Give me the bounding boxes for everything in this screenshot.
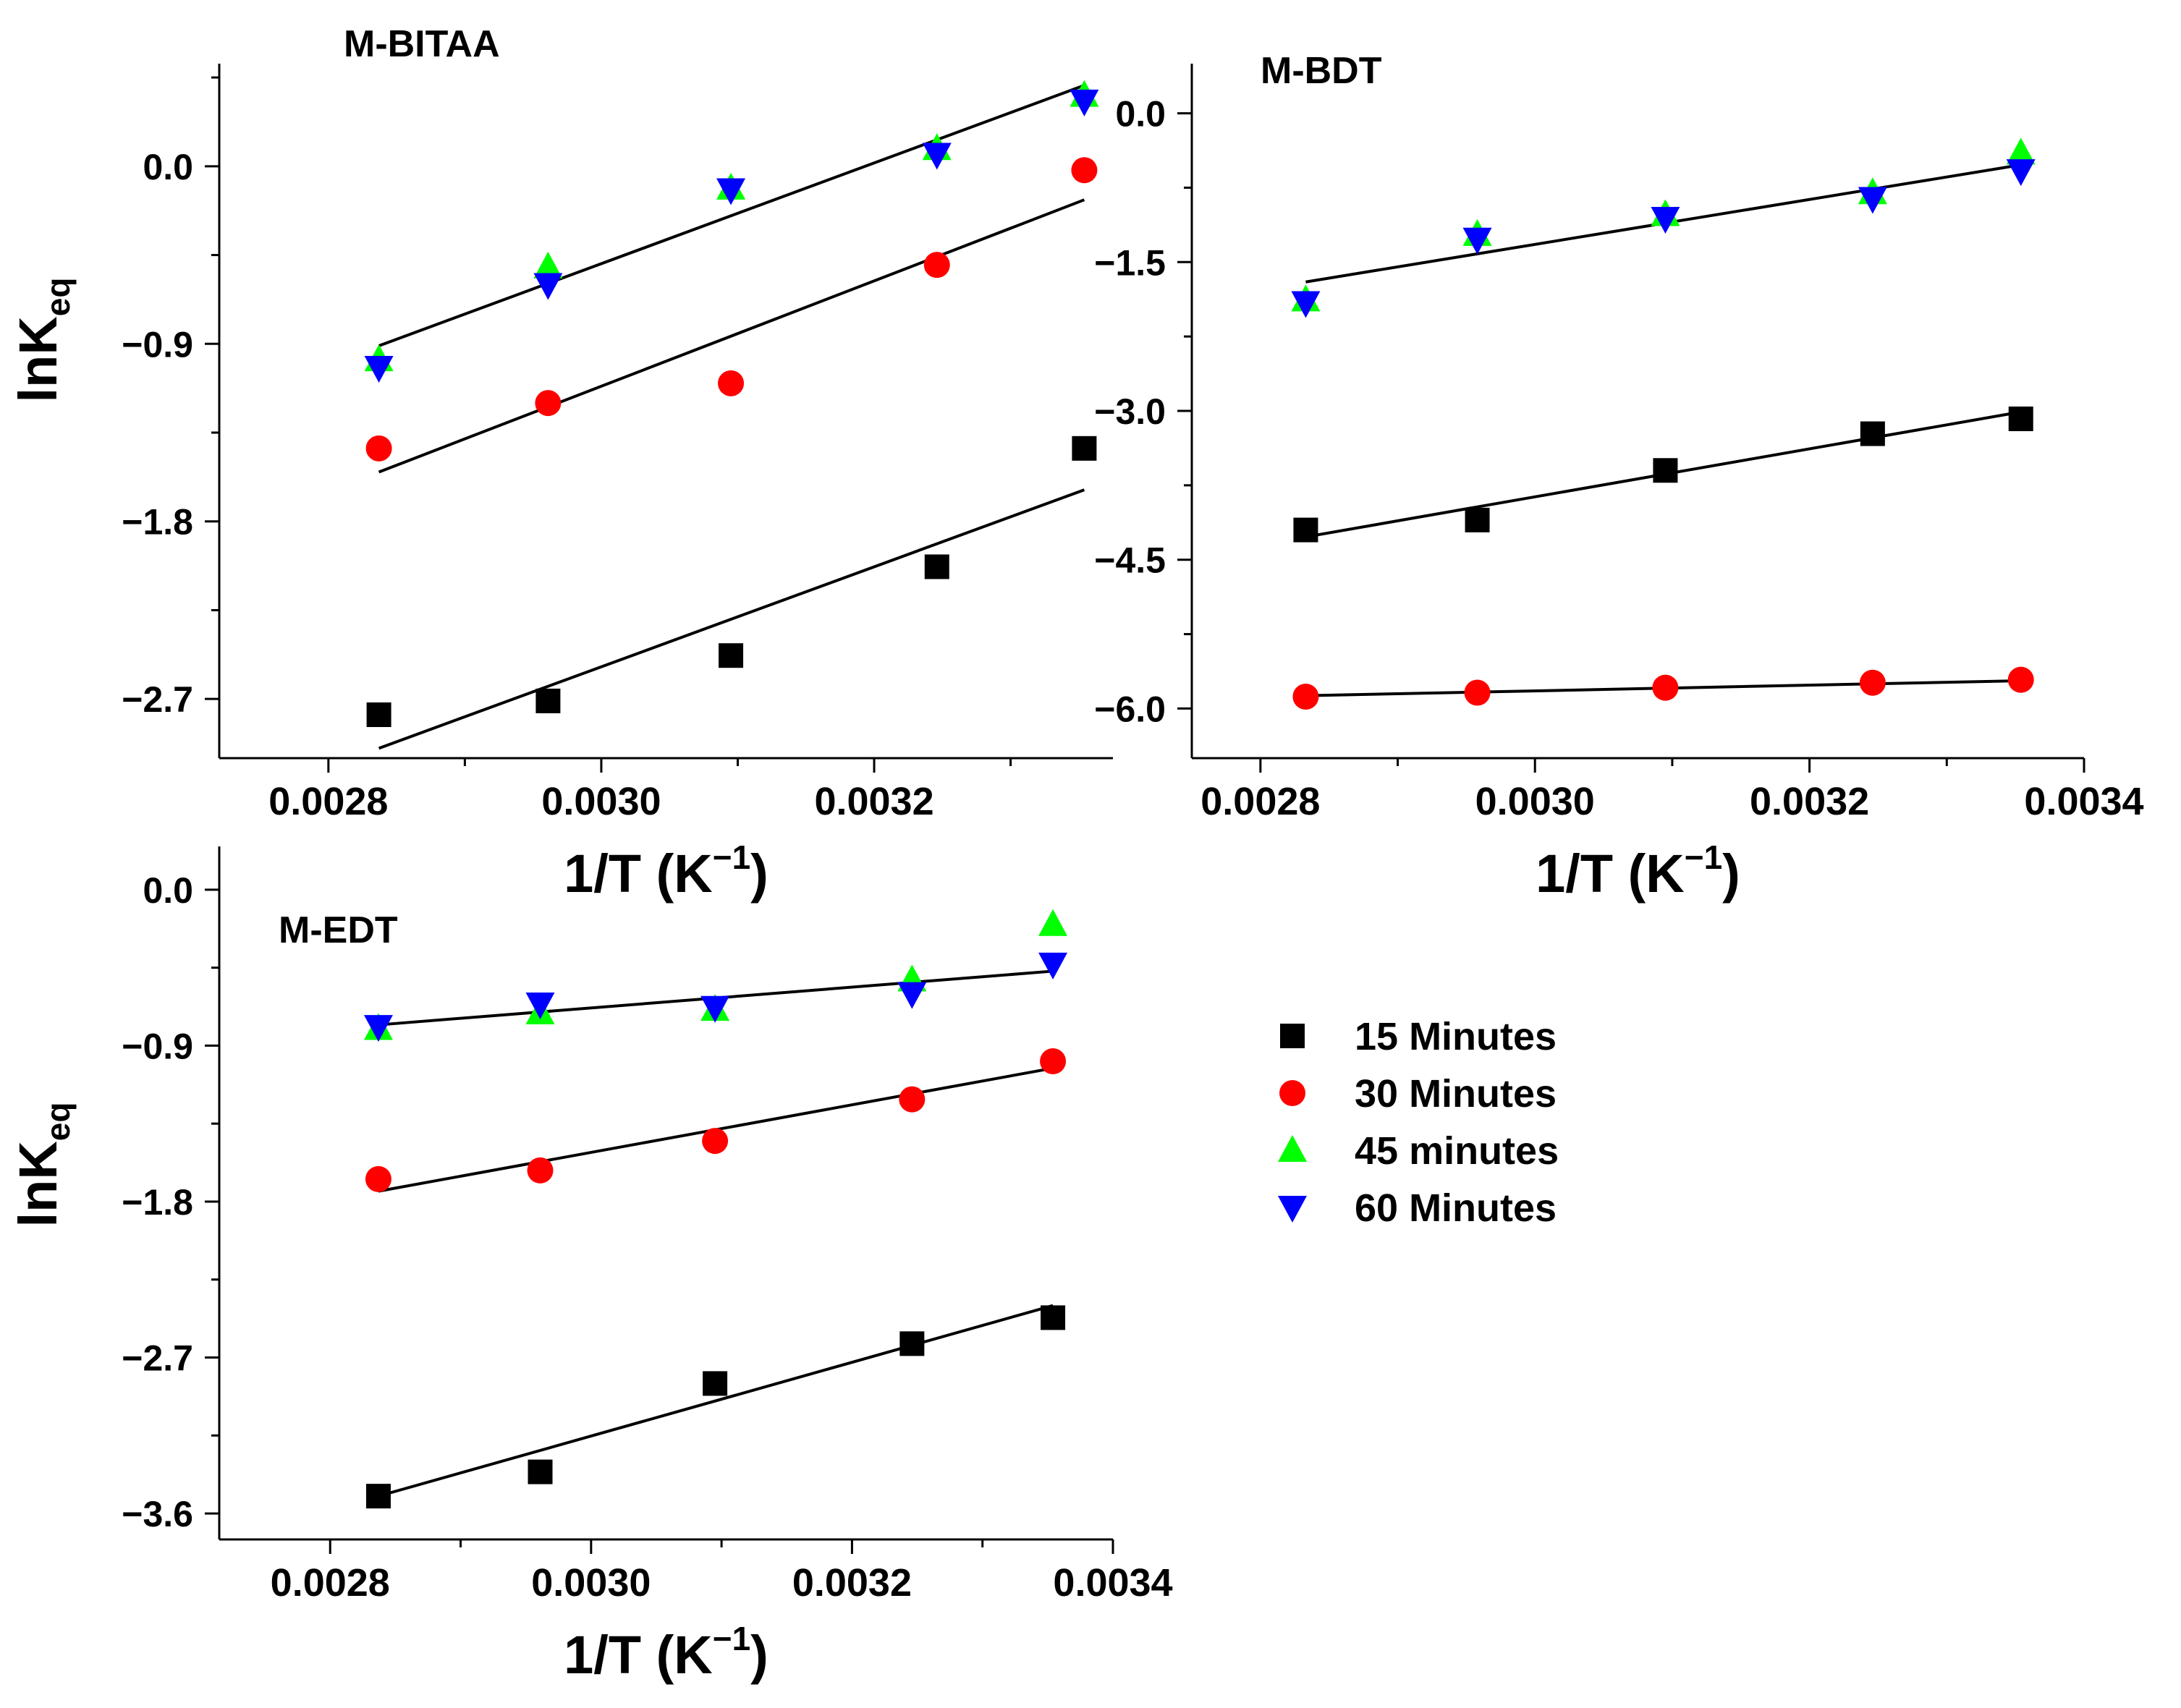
y-tick-label: −4.5 <box>1094 540 1166 581</box>
y-axis-title: lnKeq <box>8 1102 77 1228</box>
point-30-minutes <box>527 1157 554 1184</box>
point-30-minutes <box>535 390 562 417</box>
panel-m-bitaa: 0.0028 0.0030 0.0032 −2.7 −1.8 −0.9 0.0 1/T (K−… <box>8 23 1113 904</box>
x-tick-label: 0.0030 <box>541 780 661 823</box>
point-60-minutes <box>897 982 927 1009</box>
point-30-minutes <box>899 1086 926 1113</box>
fit-line-15-minutes <box>378 488 1085 750</box>
x-tick-label: 0.0030 <box>1475 780 1595 823</box>
y-tick-label: −1.8 <box>122 502 193 543</box>
y-tick-label: −3.0 <box>1094 391 1166 432</box>
y-tick-label: −1.8 <box>122 1182 193 1223</box>
point-15-minutes <box>1072 436 1097 461</box>
point-60-minutes <box>363 1015 393 1042</box>
panel-title: M-EDT <box>279 909 398 951</box>
point-60-minutes <box>525 992 555 1019</box>
point-30-minutes <box>365 435 392 462</box>
x-tick-label: 0.0028 <box>268 780 388 823</box>
point-45-minutes <box>1038 909 1068 936</box>
point-30-minutes <box>1292 683 1319 710</box>
point-15-minutes <box>703 1371 728 1396</box>
x-tick-label: 0.0030 <box>531 1561 651 1605</box>
x-axis-title: 1/T (K−1) <box>564 838 768 904</box>
legend-label: 30 Minutes <box>1355 1072 1557 1116</box>
fit-line-45-minutes <box>378 84 1085 347</box>
point-15-minutes <box>899 1331 925 1356</box>
fit-line-30-minutes <box>378 198 1085 474</box>
point-15-minutes <box>2008 406 2033 431</box>
point-45-minutes <box>533 251 563 279</box>
x-tick-label: 0.0032 <box>814 780 933 823</box>
point-30-minutes <box>1859 669 1886 696</box>
y-tick-label: 0.0 <box>143 147 193 187</box>
y-tick-label: −2.7 <box>122 1338 193 1379</box>
x-axis-title: 1/T (K−1) <box>1536 838 1740 904</box>
point-30-minutes <box>365 1165 391 1192</box>
y-tick-label: −0.9 <box>122 1026 193 1066</box>
point-15-minutes <box>1860 421 1885 446</box>
point-15-minutes <box>366 702 391 727</box>
point-60-minutes <box>922 143 952 170</box>
y-axis-title: lnKeq <box>8 278 77 403</box>
legend-label: 60 Minutes <box>1355 1186 1557 1230</box>
fit-line-15-minutes <box>378 1304 1054 1498</box>
point-30-minutes <box>702 1128 729 1155</box>
point-15-minutes <box>1293 517 1318 543</box>
point-60-minutes <box>364 356 394 383</box>
point-15-minutes <box>1653 458 1678 483</box>
legend-label: 15 Minutes <box>1355 1015 1557 1058</box>
point-15-minutes <box>719 643 744 668</box>
y-tick-label: −6.0 <box>1094 689 1166 729</box>
legend: 15 Minutes 30 Minutes 45 minutes 60 Minutes <box>1278 1015 1559 1230</box>
y-tick-label: −0.9 <box>122 324 193 365</box>
y-tick-label: −3.6 <box>122 1494 193 1534</box>
point-15-minutes <box>924 554 949 579</box>
x-tick-label: 0.0028 <box>271 1561 390 1605</box>
point-60-minutes <box>716 178 746 205</box>
y-tick-label: −1.5 <box>1094 242 1166 283</box>
y-tick-label: 0.0 <box>143 870 193 911</box>
x-tick-label: 0.0032 <box>792 1561 912 1605</box>
point-30-minutes <box>1040 1048 1067 1074</box>
y-tick-label: −2.7 <box>122 679 193 720</box>
point-15-minutes <box>528 1459 553 1484</box>
point-30-minutes <box>923 252 950 279</box>
point-30-minutes <box>1464 679 1491 706</box>
point-60-minutes <box>1038 952 1068 980</box>
point-60-minutes <box>1462 227 1492 255</box>
legend-marker-30-minutes <box>1279 1080 1305 1106</box>
point-60-minutes <box>1291 291 1321 318</box>
x-tick-label: 0.0034 <box>1053 1561 1172 1605</box>
point-60-minutes <box>1070 89 1099 116</box>
point-60-minutes <box>533 273 563 300</box>
x-tick-label: 0.0032 <box>1750 780 1869 823</box>
point-15-minutes <box>1041 1305 1066 1330</box>
legend-label: 45 minutes <box>1355 1129 1559 1173</box>
point-15-minutes <box>1465 507 1490 532</box>
point-60-minutes <box>2006 159 2036 187</box>
panel-title: M-BITAA <box>344 23 500 65</box>
point-15-minutes <box>365 1484 391 1509</box>
x-axis-title: 1/T (K−1) <box>564 1620 768 1685</box>
legend-marker-45-minutes <box>1278 1135 1307 1162</box>
point-30-minutes <box>1071 157 1098 184</box>
panel-m-edt: 0.0028 0.0030 0.0032 0.0034 −3.6 −2.7 −1.8 −0.9… <box>8 846 1173 1685</box>
x-tick-label: 0.0034 <box>2024 780 2143 823</box>
panel-m-bdt: 0.0028 0.0030 0.0032 0.0034 −6.0 −4.5 −3.0 −1.5… <box>1094 50 2143 904</box>
point-30-minutes <box>2007 666 2034 693</box>
point-30-minutes <box>718 370 745 396</box>
legend-marker-60-minutes <box>1278 1196 1307 1223</box>
point-15-minutes <box>535 688 561 713</box>
point-45-minutes <box>2006 137 2036 165</box>
y-tick-label: 0.0 <box>1115 94 1166 135</box>
x-tick-label: 0.0028 <box>1200 780 1320 823</box>
point-60-minutes <box>1651 206 1680 234</box>
point-30-minutes <box>1652 674 1679 701</box>
point-60-minutes <box>700 995 730 1023</box>
panel-title: M-BDT <box>1261 50 1382 92</box>
legend-marker-15-minutes <box>1280 1024 1305 1048</box>
point-60-minutes <box>1858 187 1887 214</box>
